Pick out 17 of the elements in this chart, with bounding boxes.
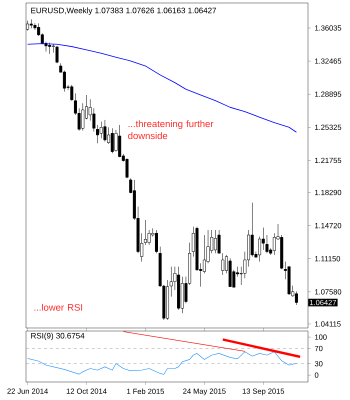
candlestick <box>221 253 224 276</box>
candlestick <box>110 128 114 154</box>
candlestick <box>126 158 129 178</box>
candlestick <box>103 120 106 142</box>
candlestick <box>218 230 221 254</box>
candlestick <box>250 202 254 257</box>
candlestick <box>265 234 268 254</box>
candlestick <box>214 230 217 254</box>
candlestick <box>118 124 122 158</box>
candlestick <box>258 236 262 262</box>
candlestick <box>48 42 52 54</box>
line-series <box>27 43 297 133</box>
annotation: ...lower RSI <box>34 304 82 311</box>
candlestick <box>56 46 59 64</box>
candlestick <box>294 291 298 306</box>
annotation: ...threatening further downside <box>128 120 214 140</box>
line-series <box>27 351 297 375</box>
